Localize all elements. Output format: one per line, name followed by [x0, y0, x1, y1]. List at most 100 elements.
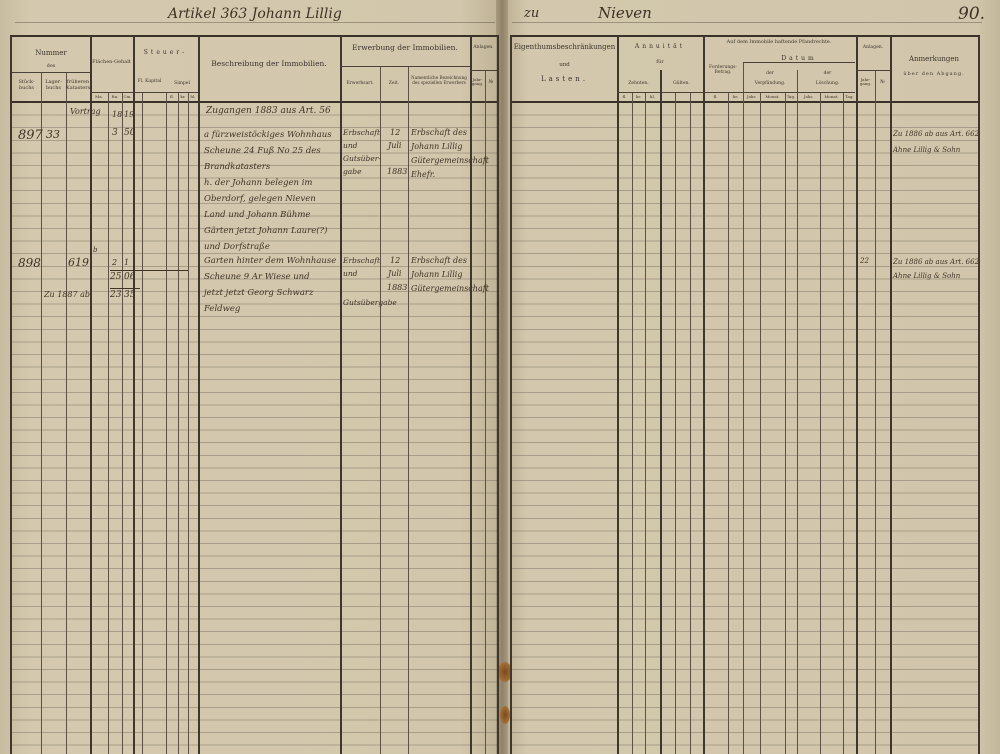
subheader-rule: [12, 72, 90, 73]
subheader-rule: [856, 70, 890, 71]
column-rule: [90, 35, 92, 754]
acq-year: 1883: [387, 283, 408, 292]
column-rule: [133, 35, 135, 754]
column-rule: [890, 35, 892, 754]
unit: fl.: [622, 94, 627, 99]
header-fruheren-katasters: früheren Katasters: [66, 79, 91, 91]
column-rule: [645, 92, 646, 754]
column-rule: [470, 35, 472, 754]
acq-month: Juli: [388, 141, 402, 150]
column-rule: [978, 35, 980, 754]
article-heading: Artikel 363 Johann Lillig: [168, 6, 342, 22]
description-line: Scheune 24 Fuß No 25 des: [204, 146, 321, 156]
acquirer-line: Erbschaft des: [411, 128, 467, 137]
sum-line: [110, 270, 188, 271]
column-rule: [510, 35, 512, 754]
stuckbuch-number: 897: [18, 128, 43, 143]
header-zeit: Zeit.: [388, 81, 400, 86]
column-rule: [675, 92, 676, 754]
date-unit-day: Tag.: [845, 94, 854, 99]
place-name: Nieven: [598, 4, 652, 22]
date-unit-year: Jahr.: [803, 94, 814, 99]
carry-forward: Vortrag: [70, 107, 101, 116]
column-rule: [875, 70, 876, 754]
description-line: h. der Johann belegen im: [204, 178, 313, 188]
date-unit-month: Monat.: [824, 94, 839, 99]
column-rule: [188, 92, 189, 754]
unit: fl.: [713, 94, 718, 99]
unit: Ma.: [95, 94, 103, 99]
header-nummer: Nummer: [35, 49, 67, 57]
acquisition-type: Gutsüber-: [343, 154, 381, 163]
place-prefix: zu: [524, 6, 540, 21]
stuckbuch-number: 898: [18, 256, 41, 270]
description-line: Land und Johann Bühme: [204, 210, 311, 220]
header-nr: №: [880, 79, 885, 85]
unit: Cm.: [123, 94, 132, 99]
header-jahrgang: Jahr-gang.: [859, 77, 872, 87]
header-line: [15, 22, 495, 23]
column-rule: [660, 70, 662, 754]
acquisition-type: Gutsübergabe: [343, 298, 397, 307]
subheader-rule: [743, 62, 855, 63]
header-loschung: Löschung.: [815, 81, 840, 86]
acquisition-type: Erbschaft: [343, 256, 381, 265]
area-ma: 18: [112, 110, 123, 119]
unit: fl.: [170, 94, 174, 99]
header-zehnten: Zehnten.: [628, 81, 649, 86]
description-line: jetzt jetzt Georg Schwarz: [204, 288, 314, 298]
area-sum-ma: 25: [110, 272, 122, 282]
header-anlagen: Anlagen.: [473, 45, 494, 50]
area-rest-ru: 35: [124, 290, 136, 300]
acq-month: Juli: [388, 269, 402, 278]
column-rule: [703, 35, 705, 754]
remark-line: Zu 1886 ab aus Art. 662: [893, 130, 980, 138]
header-erwerber: Namentliche Bezeichnung des speziellen E…: [411, 75, 467, 85]
unit: kr.: [732, 94, 739, 99]
folio-number: 90.: [958, 4, 986, 24]
column-rule: [690, 92, 691, 754]
removal-note: Zu 1887 ab: [44, 290, 91, 299]
acquirer-line: Johann Lillig: [411, 142, 463, 151]
column-rule: [797, 70, 798, 754]
acquirer-line: Gütergemeinschaft: [411, 156, 489, 165]
header-kapital: Fl. Kapital: [137, 79, 162, 84]
lagerbuch-number: 33: [46, 128, 60, 141]
column-rule: [122, 92, 123, 754]
header-erwerbung: Erwerbung der Immobilien.: [352, 43, 458, 52]
description-line: a fürzweistöckiges Wohnhaus: [204, 130, 332, 140]
area-ru: 1: [124, 258, 130, 267]
header-datum: Datum: [781, 55, 817, 62]
column-rule: [340, 35, 342, 754]
header-bottom-border: [10, 101, 498, 103]
subheader-rule: [470, 70, 497, 71]
column-rule: [408, 66, 409, 754]
area-ma: 2: [112, 258, 118, 267]
right-ruling: [512, 103, 978, 754]
attachment-year: 22: [860, 257, 869, 265]
description-line: Oberdorf, gelegen Nieven: [204, 194, 316, 204]
table-top-border: [10, 35, 498, 37]
description-line: Scheune 9 Ar Wiese und: [204, 272, 310, 282]
column-rule: [198, 35, 200, 754]
unit: hl.: [190, 94, 196, 99]
column-rule: [66, 72, 67, 754]
header-erwerbsart: Erwerbsart.: [346, 81, 374, 86]
lagerbuch-sub: b: [93, 246, 98, 254]
subheader-rule: [703, 92, 855, 93]
acq-day: 12: [390, 256, 401, 265]
acquirer-line: Johann Lillig: [411, 270, 463, 279]
header-line: [512, 22, 982, 23]
header-des: des: [46, 63, 56, 69]
acq-day: 12: [390, 128, 401, 137]
header-forderung: Forderungs-Betrag.: [709, 65, 737, 75]
column-rule: [380, 66, 381, 754]
column-rule: [743, 62, 744, 754]
lagerbuch-number: 619: [68, 256, 89, 269]
acquisition-type: Erbschaft: [343, 128, 381, 137]
unit: kr.: [180, 94, 186, 99]
date-unit-year: Jahr.: [746, 94, 757, 99]
column-rule: [497, 35, 499, 754]
column-rule: [728, 92, 729, 754]
header-eigentum: Eigenthumsbeschränkungen: [513, 43, 616, 51]
